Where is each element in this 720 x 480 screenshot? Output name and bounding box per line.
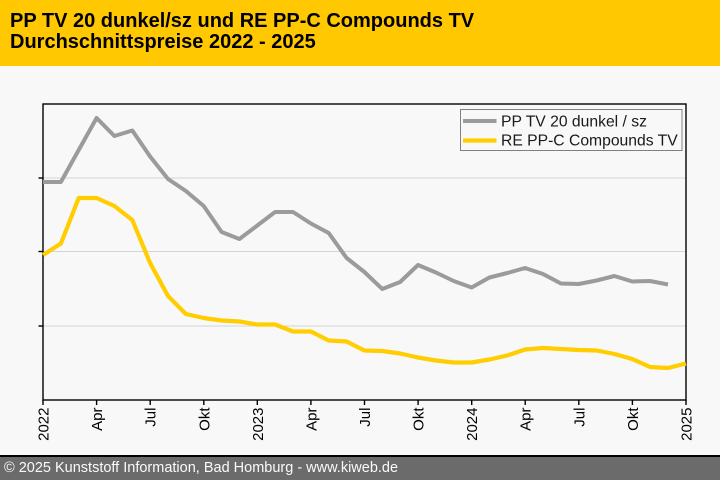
svg-text:Jul: Jul — [571, 408, 588, 427]
svg-text:Apr: Apr — [89, 407, 106, 430]
svg-text:PP TV 20 dunkel / sz: PP TV 20 dunkel / sz — [501, 114, 647, 131]
svg-text:Jul: Jul — [143, 408, 160, 427]
svg-text:Jul: Jul — [357, 408, 374, 427]
svg-text:Okt: Okt — [411, 407, 428, 431]
svg-text:Okt: Okt — [196, 407, 213, 431]
svg-text:2025: 2025 — [679, 408, 696, 441]
svg-text:2022: 2022 — [36, 408, 53, 441]
svg-text:RE PP-C Compounds TV: RE PP-C Compounds TV — [501, 133, 678, 150]
svg-text:Okt: Okt — [625, 407, 642, 431]
svg-text:Apr: Apr — [518, 407, 535, 430]
svg-text:2023: 2023 — [250, 408, 267, 441]
svg-text:2024: 2024 — [464, 408, 481, 441]
svg-text:Apr: Apr — [303, 407, 320, 430]
